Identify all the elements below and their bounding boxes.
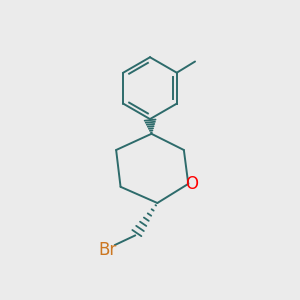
Text: Br: Br <box>98 241 116 259</box>
Text: O: O <box>185 175 198 193</box>
